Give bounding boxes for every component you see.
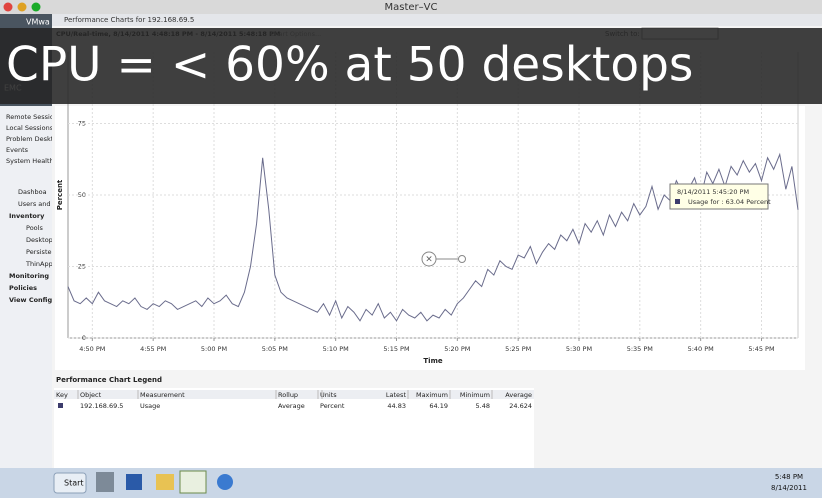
table-header: Object (80, 391, 102, 399)
tree-item: Dashboa (18, 188, 47, 196)
x-tick-label: 5:40 PM (688, 345, 714, 353)
table-cell: Usage (140, 402, 160, 410)
x-tick-label: 5:35 PM (627, 345, 653, 353)
legend-title: Performance Chart Legend (56, 376, 162, 384)
table-cell: Average (278, 402, 305, 410)
table-cell: 5.48 (476, 402, 490, 410)
tree-item: Desktop (26, 236, 53, 244)
table-header: Rollup (278, 391, 298, 399)
panel-title: Performance Charts for 192.168.69.5 (64, 16, 194, 24)
tooltip-time: 8/14/2011 5:45:20 PM (677, 188, 749, 196)
titlebar (0, 0, 822, 14)
legend-key (58, 403, 63, 408)
table-cell: Percent (320, 402, 345, 410)
table-header: Minimum (460, 391, 490, 399)
table-cell: 64.19 (429, 402, 448, 410)
window-title: Master–VC (385, 2, 438, 13)
panel-titlebar (52, 14, 822, 26)
x-axis-label: Time (423, 357, 442, 365)
tooltip-value: Usage for : 63.04 Percent (688, 198, 771, 206)
sidebar-item: Events (6, 146, 29, 154)
close-button[interactable] (3, 2, 13, 12)
tree-item: Inventory (9, 212, 45, 220)
minimize-button[interactable] (17, 2, 27, 12)
table-header: Measurement (140, 391, 185, 399)
x-tick-label: 5:45 PM (748, 345, 774, 353)
sidebar-item: Problem Deskto (6, 135, 57, 143)
clock-time: 5:48 PM (775, 473, 803, 481)
x-tick-label: 5:25 PM (505, 345, 531, 353)
tooltip (669, 183, 769, 210)
taskbar-left (0, 468, 52, 498)
table-header: Latest (386, 391, 407, 399)
taskbar-icon[interactable] (96, 472, 114, 492)
sidebar-item: Local Sessions (6, 124, 54, 132)
table-header: Average (505, 391, 532, 399)
tree-item: ThinApp (25, 260, 53, 268)
table-cell: 192.168.69.5 (80, 402, 123, 410)
zoom-icon: × (425, 255, 433, 265)
table-cell: 44.83 (387, 402, 406, 410)
usage-line (67, 152, 799, 322)
caption-band (0, 28, 822, 104)
start-button[interactable] (53, 472, 87, 494)
x-tick-label: 5:30 PM (566, 345, 592, 353)
chart-area (55, 106, 805, 370)
table-header: Key (56, 391, 68, 399)
taskbar-icon[interactable] (126, 474, 142, 490)
tree-item: Monitoring (9, 272, 49, 280)
tooltip-key (675, 199, 680, 204)
table-header: Units (320, 391, 337, 399)
tree-item: Users and (18, 200, 51, 208)
x-tick-label: 4:50 PM (79, 345, 105, 353)
y-tick-label: 0 (82, 334, 86, 342)
table-cell: 24.624 (509, 402, 532, 410)
clock-date: 8/14/2011 (771, 484, 807, 492)
tree-item: View Config (9, 296, 53, 304)
caption: CPU = < 60% at 50 desktops (6, 38, 693, 93)
table-header: Maximum (416, 391, 448, 399)
app-name: VMwa (26, 18, 50, 27)
x-tick-label: 5:20 PM (444, 345, 470, 353)
x-tick-label: 5:00 PM (201, 345, 227, 353)
tree-item: Policies (9, 284, 37, 292)
zoom-handle[interactable] (458, 255, 466, 263)
start-label: Start (64, 479, 84, 488)
legend-table (54, 388, 534, 468)
taskbar-icon[interactable] (217, 474, 233, 490)
x-tick-label: 5:15 PM (383, 345, 409, 353)
legend-header-row (54, 390, 534, 399)
tree-item: Pools (26, 224, 43, 232)
taskbar-icon[interactable] (179, 470, 207, 494)
x-tick-label: 5:05 PM (262, 345, 288, 353)
x-tick-label: 5:10 PM (323, 345, 349, 353)
sidebar-item: System Health (6, 157, 54, 165)
x-tick-label: 4:55 PM (140, 345, 166, 353)
tree-item: Persiste (26, 248, 52, 256)
taskbar-icon[interactable] (156, 474, 174, 490)
sidebar-item: Remote Sessio (6, 113, 54, 121)
y-axis-label: Percent (56, 179, 64, 210)
zoom-button[interactable] (31, 2, 41, 12)
